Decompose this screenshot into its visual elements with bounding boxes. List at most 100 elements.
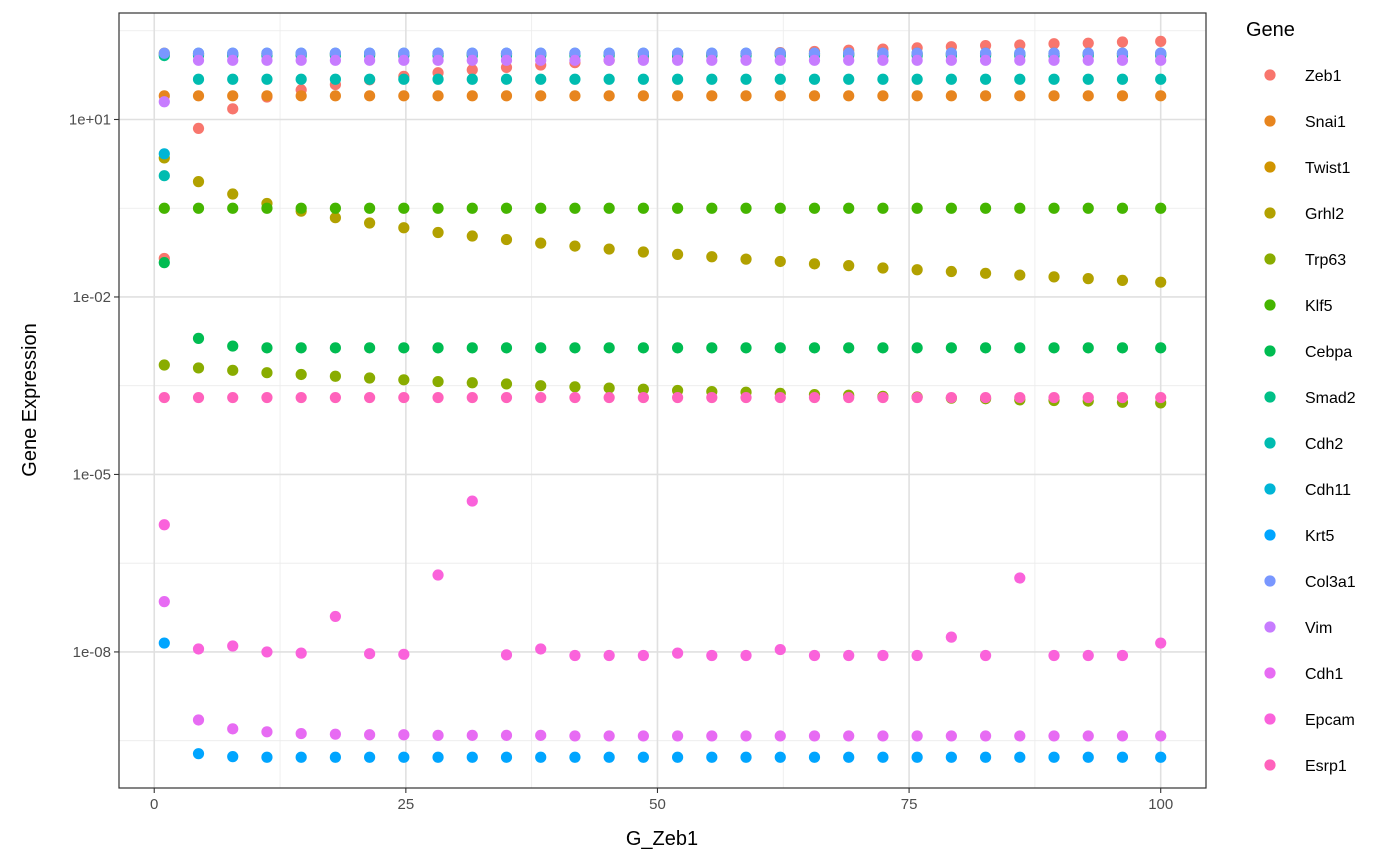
legend-label: Esrp1 — [1305, 758, 1347, 775]
data-point — [364, 751, 376, 763]
data-point — [808, 54, 821, 66]
data-point — [364, 342, 376, 354]
data-point — [261, 726, 273, 738]
data-point — [603, 382, 615, 394]
data-point — [500, 202, 513, 214]
data-point — [329, 54, 341, 66]
data-point — [261, 73, 273, 85]
data-point — [535, 391, 547, 404]
data-point — [979, 73, 992, 85]
data-point — [740, 54, 752, 66]
data-point — [911, 751, 923, 763]
series-esrp1 — [158, 391, 1167, 404]
legend-label: Cdh1 — [1305, 666, 1343, 683]
data-point — [808, 90, 821, 102]
data-point — [158, 96, 170, 108]
data-point — [637, 90, 649, 102]
data-point — [432, 375, 444, 388]
data-point — [398, 222, 410, 234]
data-point — [227, 751, 239, 763]
data-point — [466, 230, 478, 242]
data-point — [158, 391, 170, 404]
data-point — [535, 380, 547, 392]
data-point — [671, 751, 684, 763]
data-point — [1155, 276, 1167, 288]
y-axis-ticks: 1e-08 1e-05 1e-02 1e+01 — [69, 111, 119, 661]
data-point — [158, 170, 170, 182]
legend-key — [1264, 391, 1276, 403]
data-point — [637, 342, 649, 354]
data-point — [740, 73, 752, 85]
data-point — [227, 103, 239, 115]
data-point — [603, 649, 615, 662]
data-point — [192, 90, 205, 102]
data-point — [535, 202, 547, 214]
data-point — [466, 202, 478, 214]
data-point — [295, 391, 307, 404]
legend-label: Snai1 — [1305, 114, 1346, 131]
data-point — [637, 649, 649, 662]
data-point — [500, 233, 513, 246]
data-point — [706, 342, 718, 354]
legend-key — [1264, 437, 1276, 449]
data-point — [569, 73, 581, 85]
data-point — [1082, 37, 1094, 49]
legend-label: Grhl2 — [1305, 206, 1344, 223]
data-point — [774, 90, 786, 102]
data-point — [1082, 73, 1094, 85]
data-point — [637, 202, 649, 214]
panel-border — [118, 12, 1207, 789]
data-point — [1082, 342, 1094, 354]
data-point — [706, 90, 718, 102]
data-point — [227, 364, 239, 376]
data-point — [398, 202, 410, 214]
data-point — [877, 90, 889, 102]
legend-label: Klf5 — [1305, 298, 1333, 315]
series-epcam — [158, 495, 1167, 662]
data-point — [877, 54, 889, 66]
data-point — [945, 202, 957, 214]
data-point — [535, 342, 547, 354]
legend-key — [1264, 299, 1276, 311]
data-point — [1155, 342, 1167, 354]
data-point — [1048, 90, 1060, 102]
data-point — [979, 391, 992, 404]
data-point — [637, 246, 649, 258]
data-point — [364, 90, 376, 102]
data-point — [364, 391, 376, 404]
data-point — [569, 391, 581, 404]
data-point — [1116, 274, 1129, 287]
data-point — [843, 202, 855, 214]
data-point — [569, 202, 581, 214]
y-tick-label: 1e-02 — [73, 289, 111, 306]
data-point — [295, 54, 307, 66]
data-point — [774, 643, 786, 656]
data-point — [569, 240, 581, 252]
data-point — [808, 730, 821, 742]
data-point — [945, 751, 957, 763]
data-point — [1082, 730, 1094, 742]
data-point — [569, 342, 581, 354]
data-point — [808, 73, 821, 85]
legend-label: Cdh2 — [1305, 436, 1343, 453]
data-point — [637, 54, 649, 66]
data-point — [398, 729, 410, 741]
series-krt5 — [158, 637, 1167, 763]
data-point — [774, 255, 786, 268]
data-point — [945, 73, 957, 85]
data-point — [1116, 342, 1129, 354]
data-point — [877, 751, 889, 763]
data-point — [671, 90, 684, 102]
data-point — [603, 391, 615, 404]
data-point — [774, 751, 786, 763]
data-point — [398, 342, 410, 354]
data-point — [261, 751, 273, 763]
data-point — [364, 54, 376, 66]
data-point — [295, 647, 307, 659]
data-point — [329, 751, 341, 763]
data-point — [1116, 73, 1129, 85]
data-point — [227, 340, 239, 352]
legend-key — [1264, 115, 1276, 127]
data-point — [1082, 273, 1094, 285]
